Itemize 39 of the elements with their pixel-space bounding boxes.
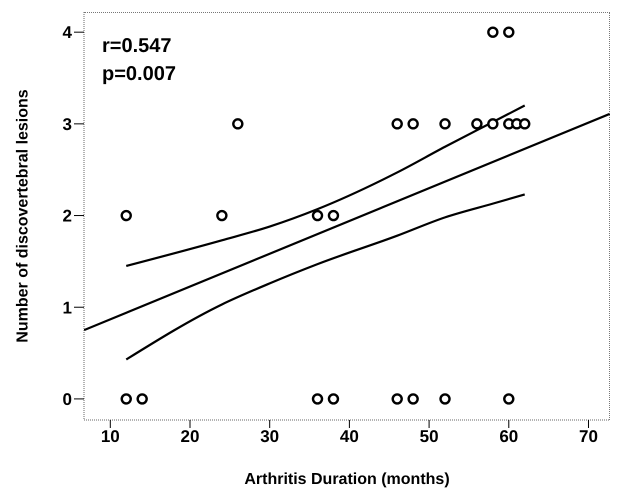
point (392, 118, 403, 130)
point (136, 393, 148, 405)
annotation: p=0.007 (102, 62, 176, 87)
line-series (125, 193, 526, 361)
point (503, 26, 514, 38)
x-tick-label: 20 (180, 427, 200, 446)
point (519, 118, 530, 130)
point (232, 118, 244, 130)
x-tick-label: 40 (340, 427, 359, 446)
point (392, 393, 403, 405)
x-tick-label: 30 (260, 427, 280, 446)
point (328, 393, 340, 405)
point (407, 393, 419, 405)
line-series (125, 104, 526, 268)
point (407, 118, 419, 130)
point (216, 210, 228, 222)
point (487, 118, 499, 130)
point (439, 118, 451, 130)
x-tick-label: 10 (100, 427, 120, 446)
y-axis-title: Number of discovertebral lesions (14, 89, 32, 343)
point (120, 393, 132, 405)
x-tick-label: 70 (579, 427, 598, 446)
annotation: r=0.547 (102, 34, 173, 59)
point (471, 118, 483, 130)
point (487, 26, 499, 38)
y-tick-label: 1 (62, 298, 72, 318)
x-axis-title: Arthritis Duration (months) (244, 471, 450, 488)
point (312, 393, 324, 405)
point (439, 393, 451, 405)
point (312, 210, 324, 222)
y-tick-label: 0 (62, 390, 72, 409)
x-tick-label: 60 (499, 427, 518, 446)
y-tick-label: 4 (62, 23, 73, 42)
point (328, 210, 340, 222)
x-tick-label: 50 (420, 427, 439, 446)
point (120, 210, 132, 222)
y-tick-label: 3 (62, 114, 72, 134)
point (503, 393, 514, 405)
y-tick-label: 2 (62, 206, 72, 226)
